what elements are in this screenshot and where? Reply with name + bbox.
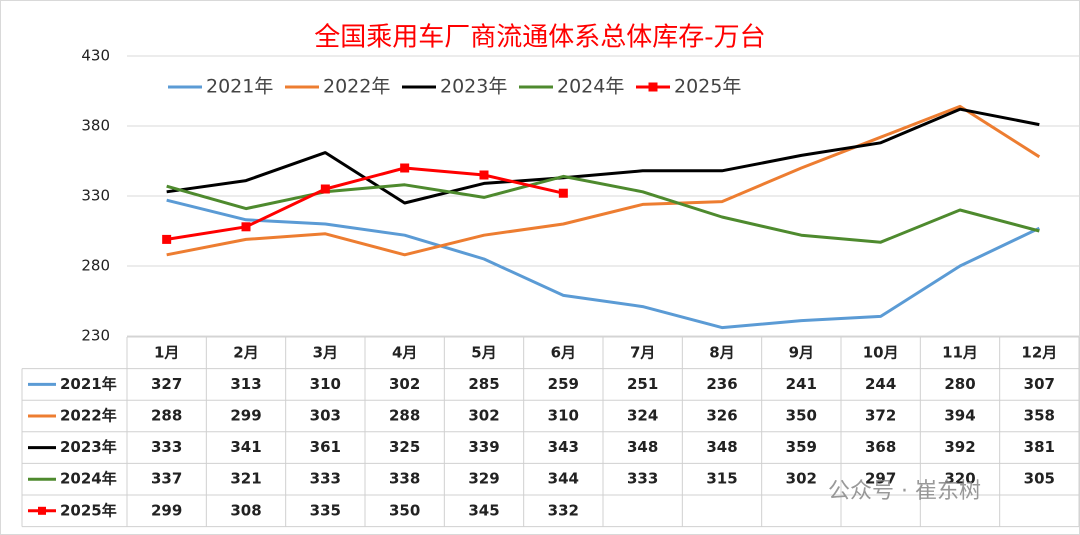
table-value: 280 (944, 375, 975, 393)
chart-title: 全国乘用车厂商流通体系总体库存-万台 (314, 23, 765, 53)
table-value: 350 (389, 501, 420, 519)
legend-label: 2022年 (323, 76, 390, 98)
table-value: 285 (468, 375, 499, 393)
x-tick-label: 6月 (551, 343, 576, 361)
x-tick-label: 8月 (709, 343, 734, 361)
table-value: 358 (1024, 407, 1055, 425)
table-value: 302 (389, 375, 420, 393)
table-value: 333 (627, 470, 658, 488)
table-value: 241 (786, 375, 817, 393)
y-tick-label: 280 (81, 257, 110, 275)
y-tick-label: 330 (81, 187, 110, 205)
legend-label: 2021年 (206, 76, 273, 98)
table-value: 308 (230, 501, 261, 519)
table-value: 348 (706, 438, 737, 456)
table-value: 329 (468, 470, 499, 488)
point-marker (479, 170, 489, 180)
series-line (166, 198, 1040, 330)
series-line (166, 104, 1041, 257)
table-value: 302 (468, 407, 499, 425)
table-value: 339 (468, 438, 499, 456)
x-tick-label: 12月 (1021, 343, 1057, 361)
point-marker (400, 163, 410, 173)
table-value: 338 (389, 470, 420, 488)
table-value: 325 (389, 438, 420, 456)
table-value: 288 (389, 407, 420, 425)
table-value: 333 (151, 438, 182, 456)
row-label: 2023年 (60, 438, 117, 456)
table-value: 244 (865, 375, 896, 393)
table-value: 324 (627, 407, 658, 425)
row-label: 2024年 (60, 470, 117, 488)
table-value: 372 (865, 407, 896, 425)
x-tick-label: 3月 (313, 343, 338, 361)
table-value: 303 (310, 407, 341, 425)
table-value: 344 (548, 470, 579, 488)
y-tick-label: 430 (81, 47, 110, 65)
table-value: 307 (1024, 375, 1055, 393)
point-marker (241, 222, 251, 232)
table-value: 297 (865, 470, 896, 488)
table-value: 299 (151, 501, 182, 519)
x-tick-label: 2月 (233, 343, 258, 361)
legend-label: 2023年 (440, 76, 507, 98)
table-value: 310 (548, 407, 579, 425)
x-tick-label: 7月 (630, 343, 655, 361)
x-tick-label: 11月 (942, 343, 978, 361)
table-value: 310 (310, 375, 341, 393)
watermark: 公众号 · 崔东树 (828, 479, 981, 504)
series-line (166, 166, 564, 241)
table-value: 345 (468, 501, 499, 519)
x-tick-label: 10月 (863, 343, 899, 361)
table-value: 361 (310, 438, 341, 456)
table-value: 368 (865, 438, 896, 456)
table-value: 350 (786, 407, 817, 425)
x-tick-label: 9月 (789, 343, 814, 361)
table-value: 381 (1024, 438, 1055, 456)
table-value: 333 (310, 470, 341, 488)
table-value: 288 (151, 407, 182, 425)
table-value: 305 (1024, 470, 1055, 488)
y-tick-label: 380 (81, 117, 110, 135)
point-marker (162, 234, 172, 244)
table-value: 359 (786, 438, 817, 456)
table-value: 251 (627, 375, 658, 393)
y-tick-label: 230 (81, 327, 110, 345)
point-marker (558, 188, 568, 198)
x-tick-label: 4月 (392, 343, 417, 361)
table-value: 348 (627, 438, 658, 456)
x-tick-label: 1月 (154, 343, 179, 361)
table-value: 326 (706, 407, 737, 425)
table-value: 327 (151, 375, 182, 393)
x-tick-label: 5月 (471, 343, 496, 361)
table-value: 337 (151, 470, 182, 488)
series-line (166, 107, 1040, 205)
table-marker (38, 506, 46, 515)
table-value: 335 (310, 501, 341, 519)
table-value: 343 (548, 438, 579, 456)
row-label: 2025年 (60, 501, 117, 519)
legend-label: 2024年 (557, 76, 624, 98)
table-value: 299 (230, 407, 261, 425)
row-label: 2021年 (60, 375, 117, 393)
table-value: 236 (706, 375, 737, 393)
table-value: 302 (786, 470, 817, 488)
table-value: 320 (944, 470, 975, 488)
legend-marker (648, 82, 658, 92)
row-label: 2022年 (60, 407, 117, 425)
table-value: 313 (230, 375, 261, 393)
table-value: 332 (548, 501, 579, 519)
table-value: 315 (706, 470, 737, 488)
table-value: 321 (230, 470, 261, 488)
table-value: 259 (548, 375, 579, 393)
table-value: 394 (944, 407, 975, 425)
legend-label: 2025年 (674, 76, 741, 98)
table-value: 392 (944, 438, 975, 456)
table-value: 341 (230, 438, 261, 456)
point-marker (320, 184, 330, 194)
